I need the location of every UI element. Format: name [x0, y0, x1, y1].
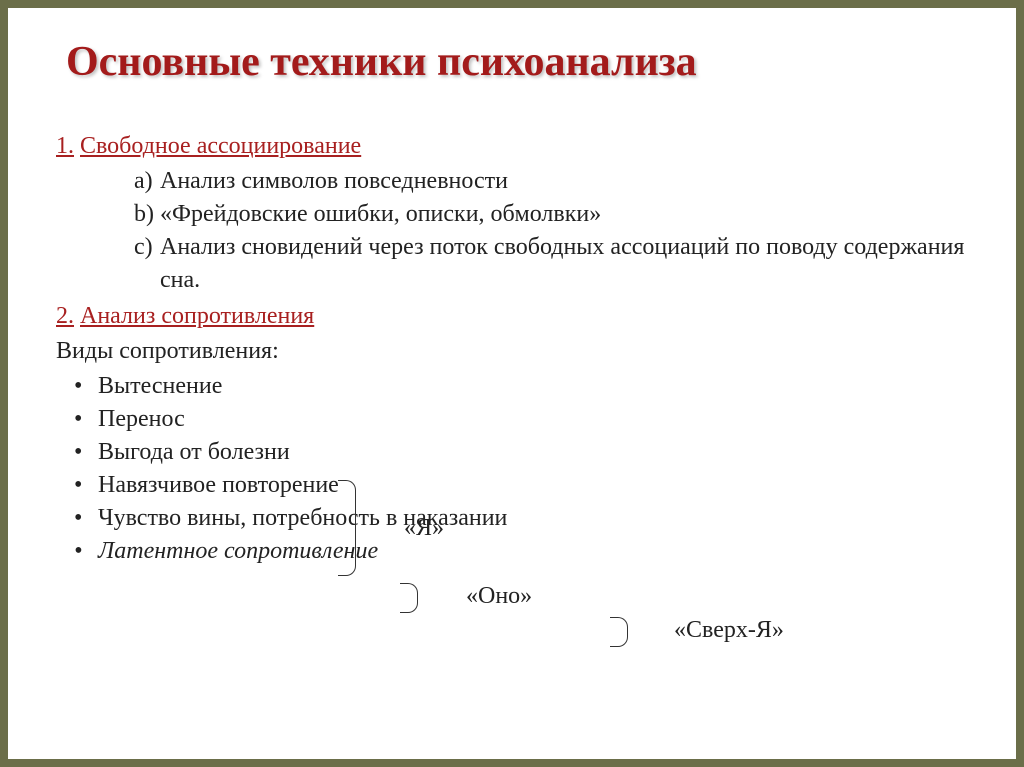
- brace-ego: [338, 480, 356, 576]
- brace-super-label: «Сверх-Я»: [674, 614, 784, 647]
- list-text: Анализ сновидений через поток свободных …: [160, 234, 964, 293]
- section-2-subtitle: Виды сопротивления:: [56, 335, 968, 368]
- section-2-label: Анализ сопротивления: [80, 303, 314, 329]
- list-item: a) Анализ символов повседневности: [134, 165, 968, 198]
- section-1-number: 1.: [56, 133, 74, 159]
- section-2-number: 2.: [56, 303, 74, 329]
- list-item: b)«Фрейдовские ошибки, описки, обмолвки»: [134, 198, 968, 231]
- bullet-item: Вытеснение: [56, 370, 968, 403]
- bullet-item: Латентное сопротивление: [56, 535, 968, 568]
- list-text: «Фрейдовские ошибки, описки, обмолвки»: [160, 201, 601, 227]
- bullet-item: Навязчивое повторение: [56, 469, 968, 502]
- slide: Основные техники психоанализа 1.Свободно…: [8, 8, 1016, 759]
- section-1-list: a) Анализ символов повседневности b)«Фрей…: [134, 165, 968, 297]
- brace-super: [610, 617, 628, 647]
- list-label: a): [134, 165, 153, 198]
- slide-title: Основные техники психоанализа: [66, 38, 968, 86]
- bullet-list: Вытеснение Перенос Выгода от болезни Нав…: [56, 370, 968, 569]
- list-item: c)Анализ сновидений через поток свободны…: [134, 231, 968, 297]
- list-label: b): [134, 198, 154, 231]
- brace-ego-label: «Я»: [404, 512, 444, 545]
- bullet-item: Чувство вины, потребность в наказании: [56, 502, 968, 535]
- bullet-item: Выгода от болезни: [56, 436, 968, 469]
- bullet-item: Перенос: [56, 403, 968, 436]
- content: 1.Свободное ассоциирование a) Анализ симв…: [56, 130, 968, 568]
- section-2-heading: 2.Анализ сопротивления: [56, 300, 968, 333]
- section-1-heading: 1.Свободное ассоциирование: [56, 130, 968, 163]
- list-text: Анализ символов повседневности: [160, 168, 508, 194]
- brace-id: [400, 583, 418, 613]
- list-label: c): [134, 231, 153, 264]
- section-1-label: Свободное ассоциирование: [80, 133, 361, 159]
- brace-id-label: «Оно»: [466, 580, 532, 613]
